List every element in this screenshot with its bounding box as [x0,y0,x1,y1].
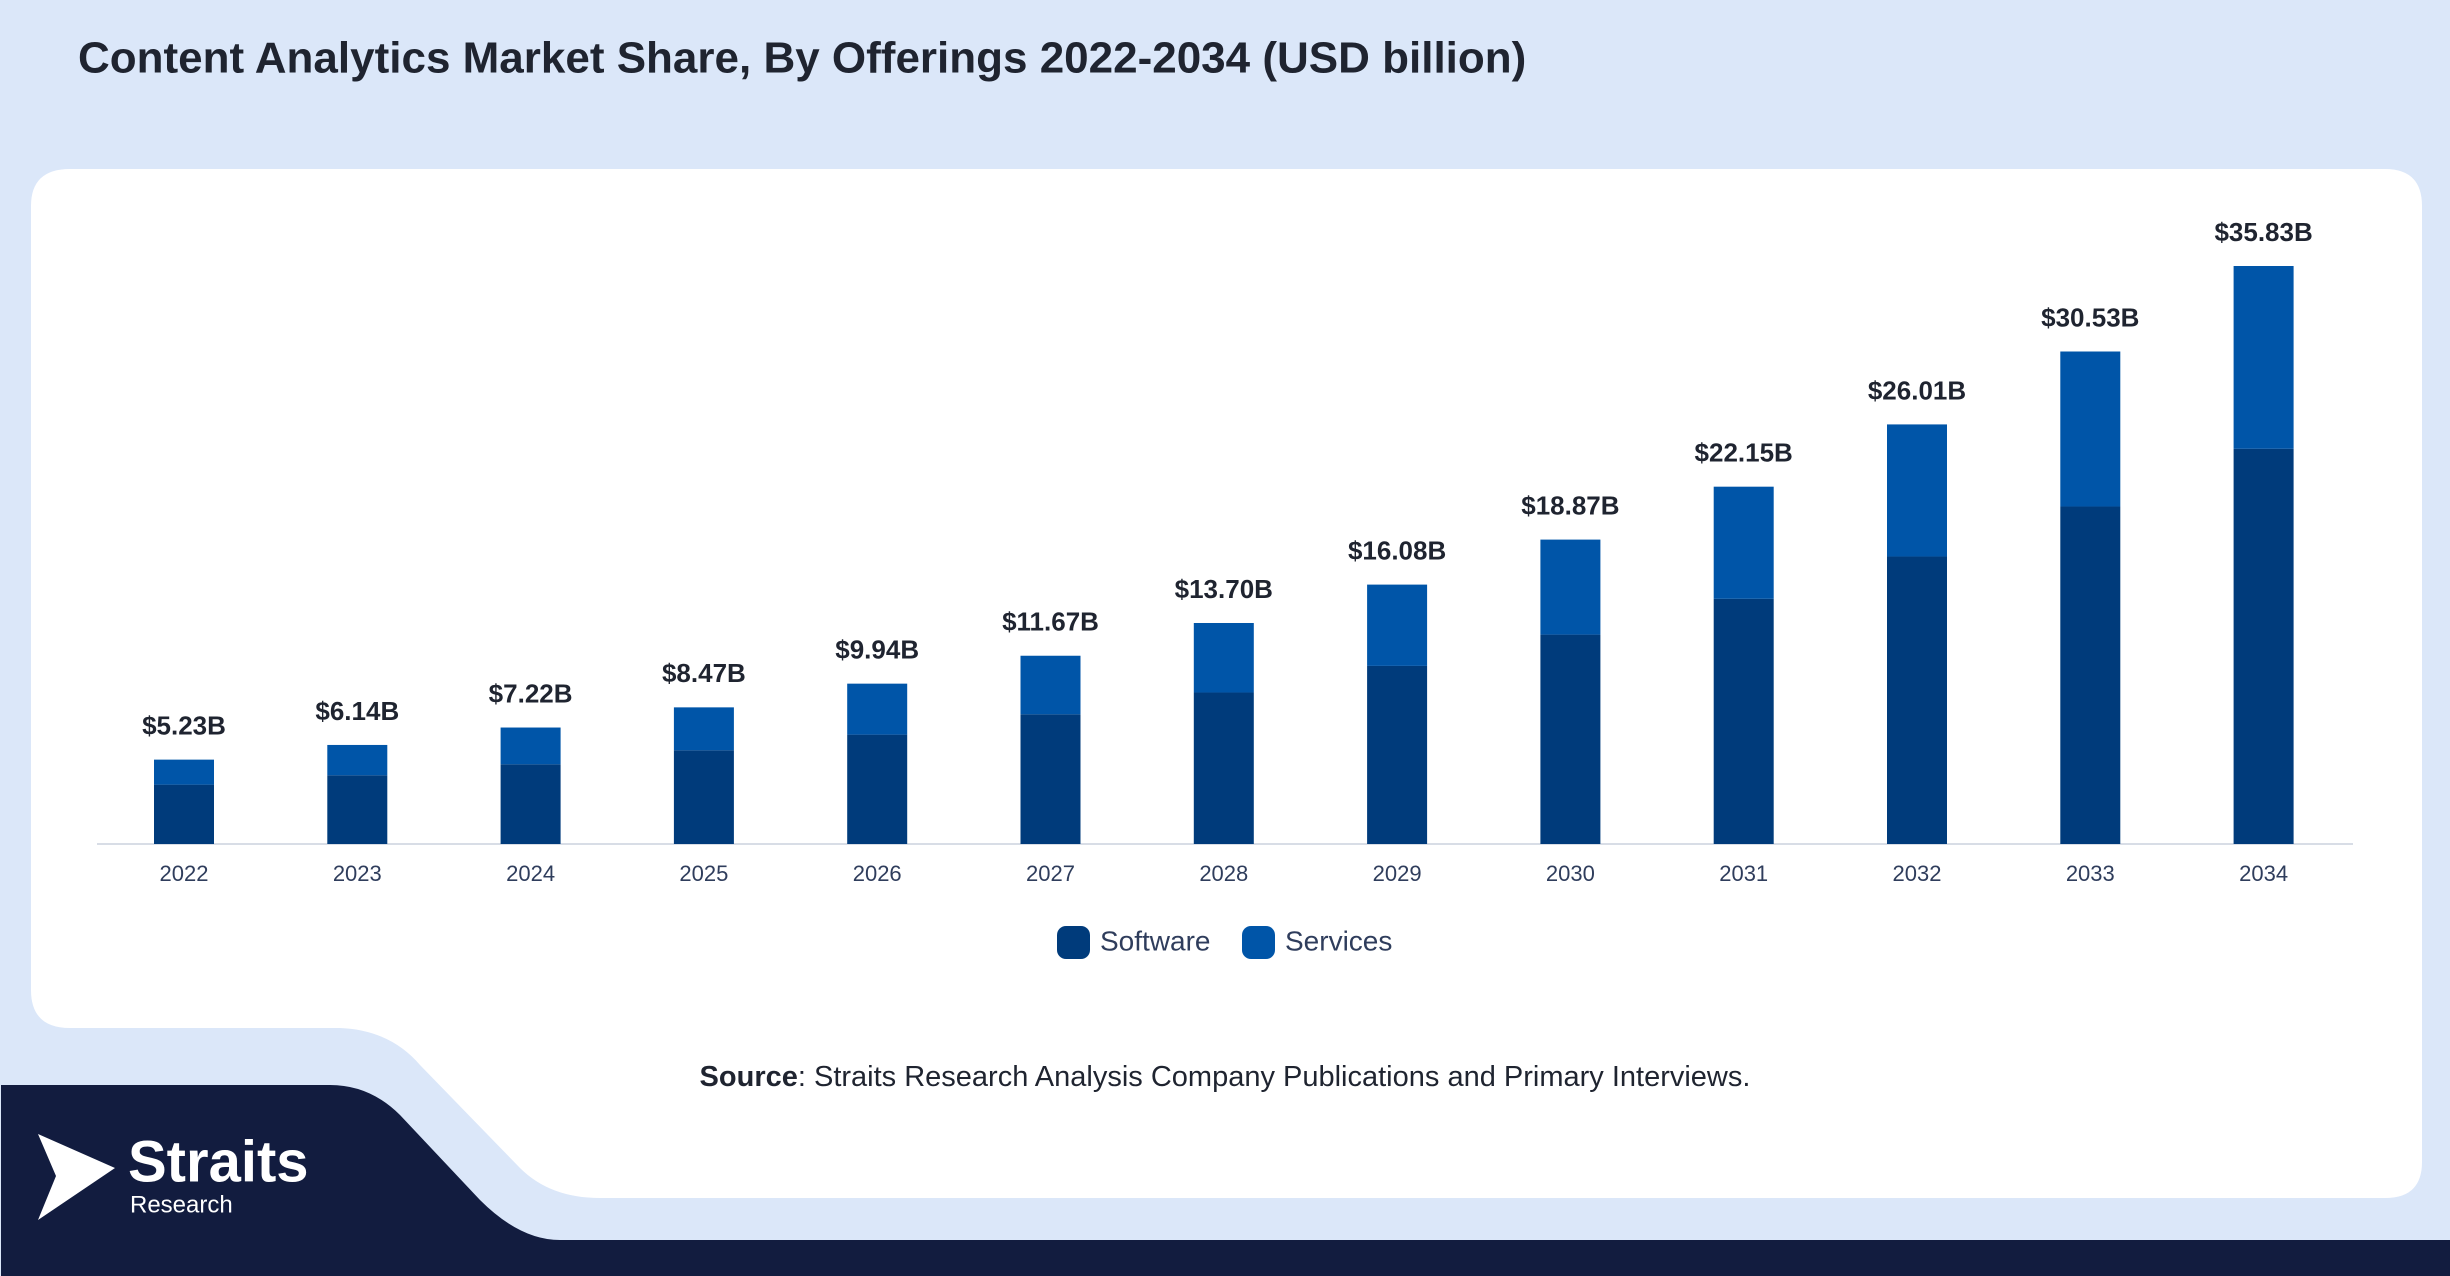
bar-segment [847,683,908,735]
legend-swatch [1057,926,1090,959]
legend-label: Software [1100,925,1211,956]
total-label: $35.83B [2214,217,2312,247]
x-tick-label: 2029 [1373,861,1422,886]
bar-segment [327,775,388,844]
x-tick-label: 2024 [506,861,555,886]
legend-label: Services [1285,925,1392,956]
bar-segment [154,759,214,785]
bar-segment [500,764,561,844]
bar-segment [1367,584,1428,666]
bar-segment [673,750,734,844]
total-label: $22.15B [1695,438,1793,468]
bar-segment [1713,598,1774,844]
bar-segment [673,707,734,751]
total-label: $6.14B [315,696,399,726]
bar-segment [1367,665,1428,844]
bar-segment [154,784,214,844]
bar-segment [1020,714,1081,844]
bar-segment [1020,655,1081,715]
x-tick-label: 2032 [1893,861,1942,886]
total-label: $13.70B [1175,574,1273,604]
bar-segment [1540,634,1601,844]
x-tick-label: 2025 [679,861,728,886]
total-label: $7.22B [489,678,573,708]
x-tick-label: 2027 [1026,861,1075,886]
bar-segment [2060,506,2121,844]
x-tick-label: 2026 [853,861,902,886]
bar-segment [1193,692,1254,844]
bar-segment [847,734,908,844]
x-tick-label: 2023 [333,861,382,886]
x-tick-label: 2022 [160,861,209,886]
x-tick-label: 2033 [2066,861,2115,886]
logo-icon [38,1134,115,1220]
total-label: $18.87B [1521,490,1619,520]
x-tick-label: 2030 [1546,861,1595,886]
total-label: $9.94B [835,635,919,665]
source-text: : Straits Research Analysis Company Publ… [798,1061,1751,1093]
bar-segment [1887,424,1947,557]
bar-segment [327,744,388,776]
total-label: $11.67B [1002,607,1099,637]
x-tick-label: 2028 [1199,861,1248,886]
bar-segment [1887,556,1947,844]
chart-title: Content Analytics Market Share, By Offer… [78,34,1526,83]
x-tick-label: 2034 [2239,861,2288,886]
source-label: Source [700,1061,798,1093]
bar-segment [1540,539,1601,635]
total-label: $5.23B [142,711,226,741]
bar-segment [1713,486,1774,599]
x-tick-label: 2031 [1719,861,1768,886]
logo-name: Straits [128,1129,309,1194]
bar-segment [2233,266,2294,449]
total-label: $30.53B [2041,302,2139,332]
total-label: $8.47B [662,658,746,688]
legend-swatch [1242,926,1275,959]
total-label: $16.08B [1348,535,1446,565]
bar-segment [500,727,561,765]
total-label: $26.01B [1868,375,1966,405]
logo-sub: Research [130,1191,233,1218]
source: Source: Straits Research Analysis Compan… [700,1061,1751,1093]
footer-band [1,1085,2450,1276]
bar-segment [2233,448,2294,844]
bar-segment [1193,622,1254,693]
bar-segment [2060,351,2121,507]
